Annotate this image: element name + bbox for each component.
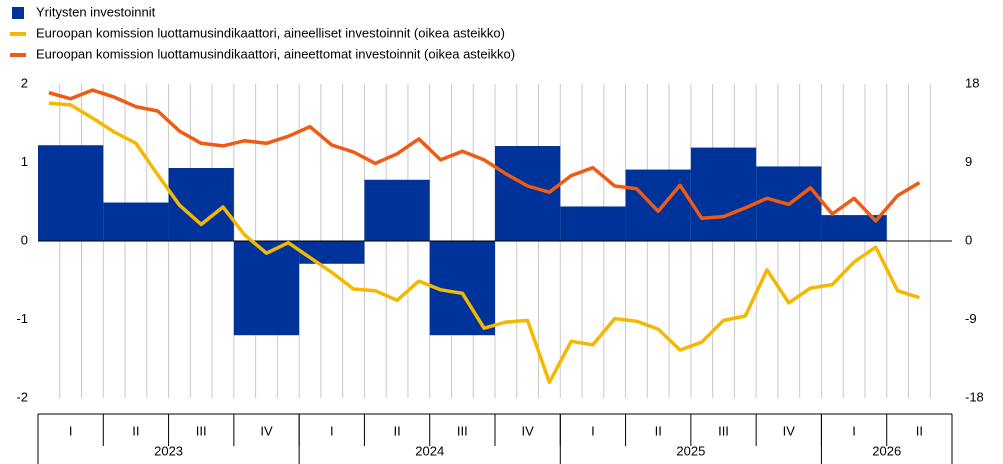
y-tick-label: 0 bbox=[21, 232, 28, 247]
x-tick-label: I bbox=[69, 423, 73, 438]
x-tick-label: IV bbox=[521, 423, 534, 438]
y2-tick-label: -18 bbox=[965, 389, 984, 404]
y-tick-label: 2 bbox=[21, 75, 28, 90]
x-tick-label: II bbox=[132, 423, 139, 438]
y-tick-label: -1 bbox=[16, 311, 28, 326]
line bbox=[48, 101, 920, 385]
y2-tick-label: 18 bbox=[965, 75, 979, 90]
x-tick-label: II bbox=[393, 423, 400, 438]
legend-label: Euroopan komission luottamusindikaattori… bbox=[36, 46, 515, 61]
bar bbox=[690, 147, 757, 241]
y2-tick-label: 0 bbox=[965, 232, 972, 247]
y2-tick-label: -9 bbox=[965, 311, 977, 326]
x-tick-label: III bbox=[196, 423, 207, 438]
x-tick-label: II bbox=[916, 423, 923, 438]
y-tick-label: -2 bbox=[16, 389, 28, 404]
y2-tick-label: 9 bbox=[965, 154, 972, 169]
legend-swatch bbox=[12, 7, 24, 19]
x-tick-label: III bbox=[718, 423, 729, 438]
year-label: 2024 bbox=[415, 443, 444, 458]
bar bbox=[299, 241, 365, 264]
x-tick-label: I bbox=[330, 423, 334, 438]
year-label: 2023 bbox=[154, 443, 183, 458]
year-label: 2025 bbox=[676, 443, 705, 458]
x-tick-label: I bbox=[852, 423, 856, 438]
x-tick-label: II bbox=[655, 423, 662, 438]
year-label: 2026 bbox=[872, 443, 901, 458]
x-tick-label: IV bbox=[260, 423, 273, 438]
x-tick-label: III bbox=[457, 423, 468, 438]
legend-label: Euroopan komission luottamusindikaattori… bbox=[36, 25, 505, 40]
bar bbox=[103, 202, 169, 241]
bar bbox=[364, 179, 430, 241]
x-tick-label: IV bbox=[783, 423, 796, 438]
y-tick-label: 1 bbox=[21, 154, 28, 169]
x-tick-label: I bbox=[591, 423, 595, 438]
bar bbox=[38, 145, 104, 241]
bar bbox=[233, 241, 300, 336]
line bbox=[48, 88, 921, 223]
legend-label: Yritysten investoinnit bbox=[36, 4, 156, 19]
bar bbox=[560, 206, 626, 241]
bar bbox=[625, 169, 691, 241]
